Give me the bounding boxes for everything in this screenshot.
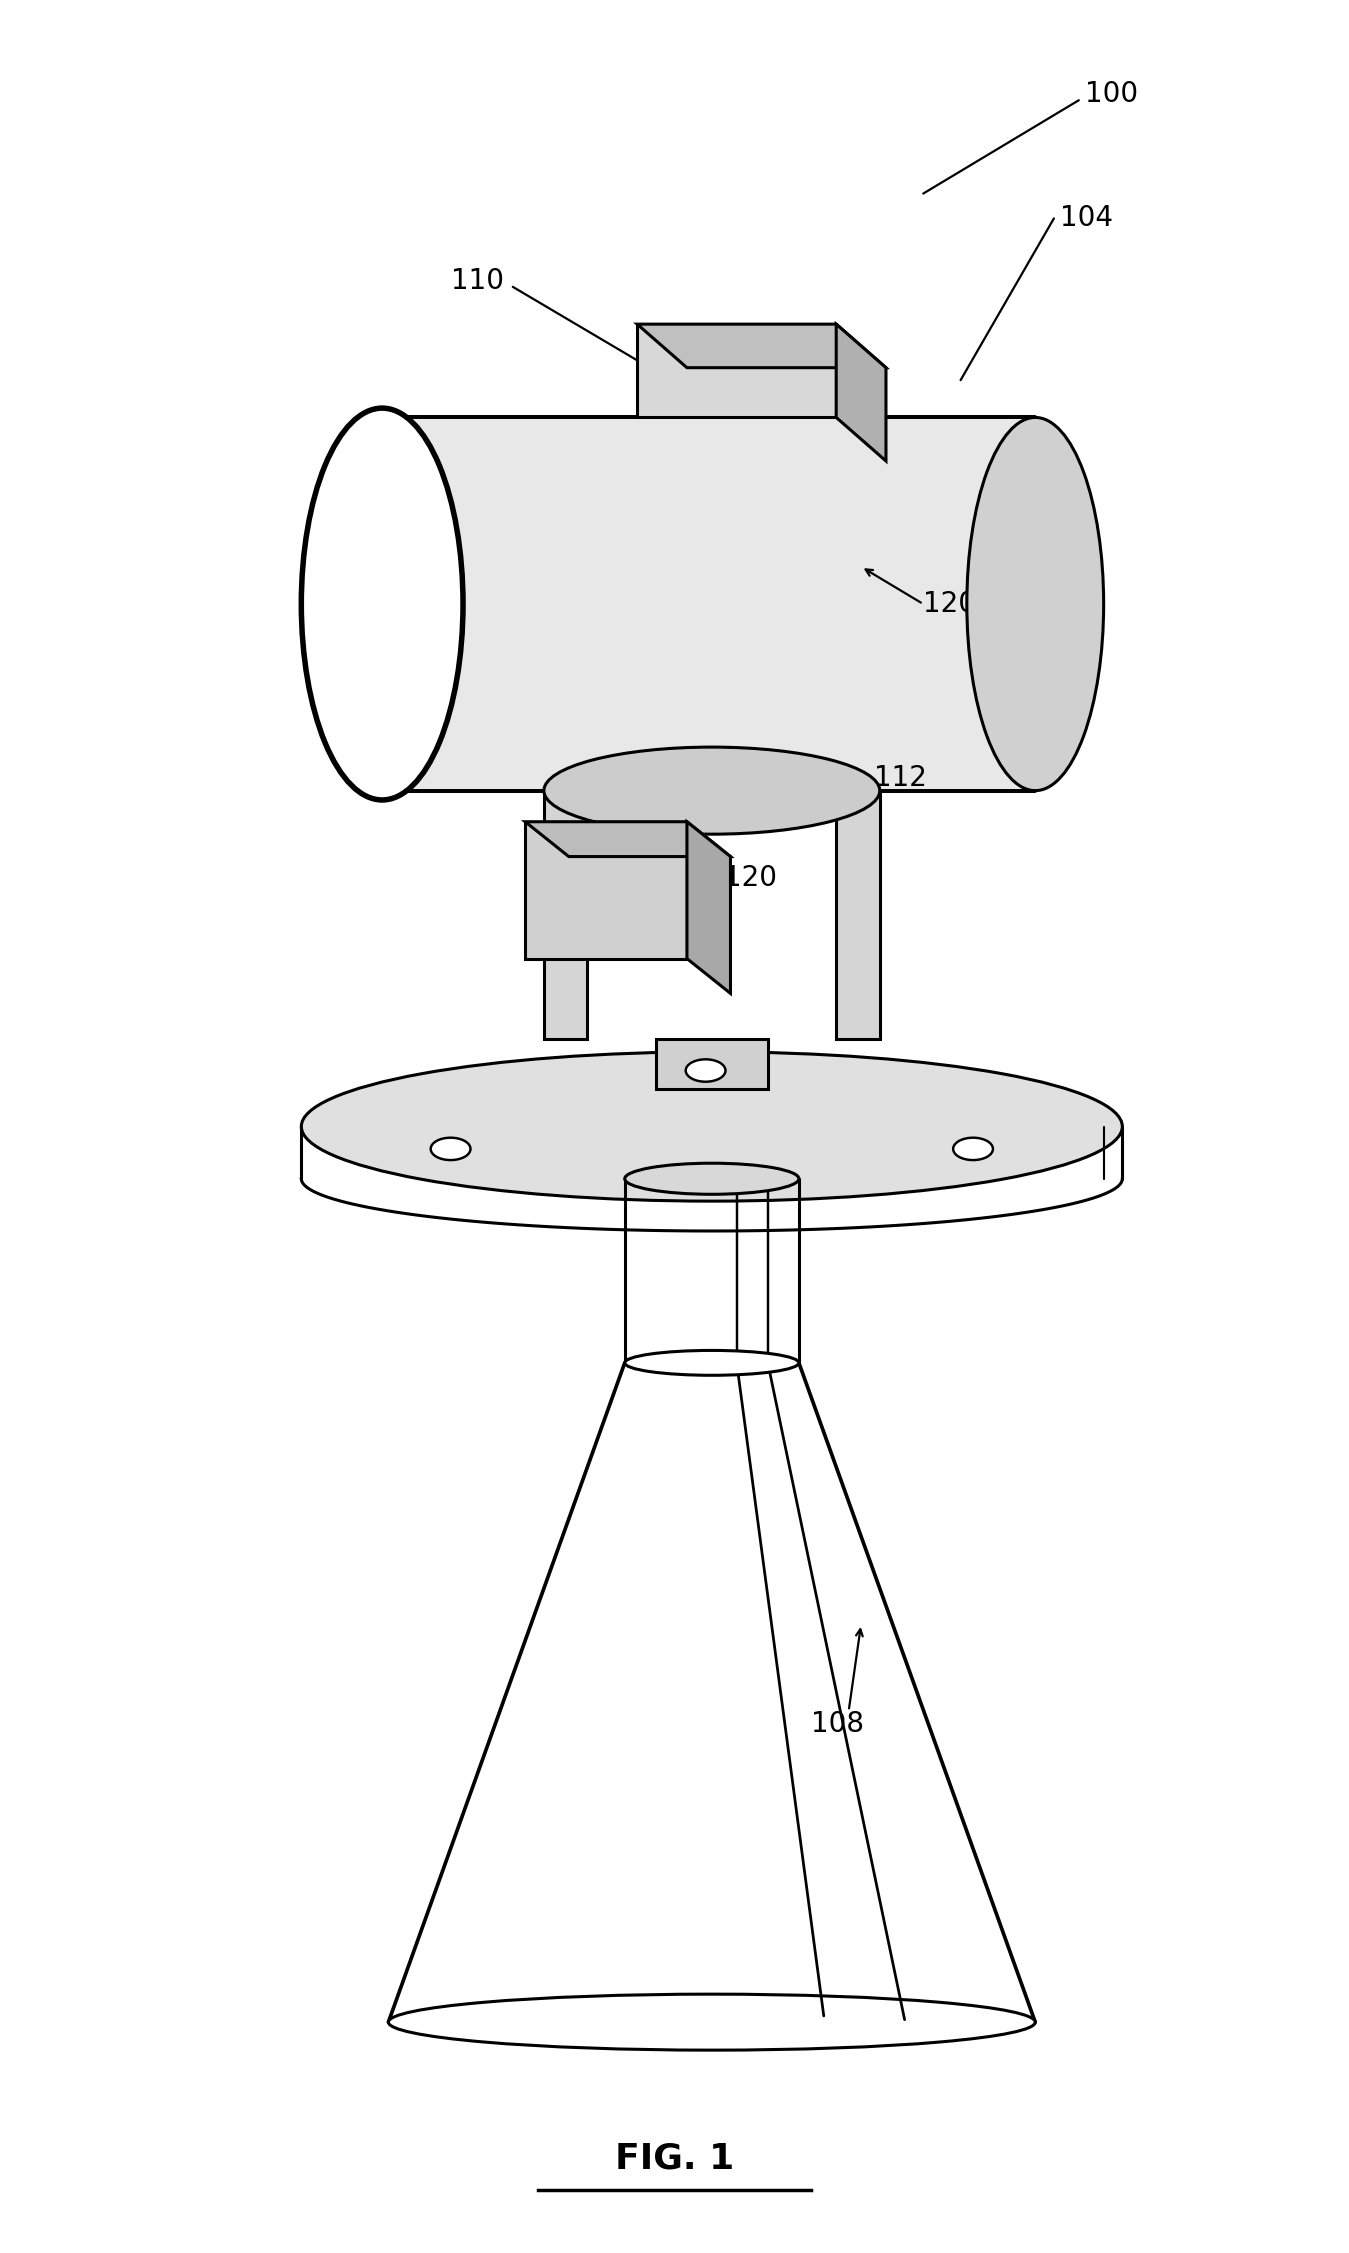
Text: 108: 108: [811, 1710, 865, 1737]
Polygon shape: [525, 822, 730, 856]
Ellipse shape: [389, 1994, 1035, 2050]
Text: FIG. 1: FIG. 1: [615, 2143, 734, 2176]
Text: 120: 120: [923, 590, 977, 617]
Polygon shape: [836, 324, 886, 462]
Polygon shape: [389, 417, 1035, 791]
Ellipse shape: [954, 1138, 993, 1160]
Text: 112: 112: [874, 764, 927, 793]
Polygon shape: [836, 791, 880, 1039]
Ellipse shape: [967, 417, 1103, 791]
Ellipse shape: [430, 1138, 471, 1160]
Text: 100: 100: [1085, 81, 1139, 108]
Ellipse shape: [625, 1163, 799, 1194]
Ellipse shape: [685, 1059, 726, 1081]
Ellipse shape: [301, 1052, 1122, 1201]
Polygon shape: [525, 822, 687, 958]
Polygon shape: [637, 324, 886, 367]
Text: 106: 106: [1010, 1099, 1063, 1129]
Polygon shape: [544, 791, 587, 1039]
Ellipse shape: [625, 1350, 799, 1374]
Ellipse shape: [301, 408, 463, 800]
Text: 120: 120: [724, 863, 777, 892]
Text: 104: 104: [1060, 205, 1113, 232]
Ellipse shape: [320, 417, 457, 791]
Polygon shape: [637, 324, 836, 417]
Polygon shape: [687, 822, 730, 994]
Ellipse shape: [544, 748, 880, 834]
Polygon shape: [656, 1039, 768, 1088]
Text: 110: 110: [451, 266, 503, 295]
